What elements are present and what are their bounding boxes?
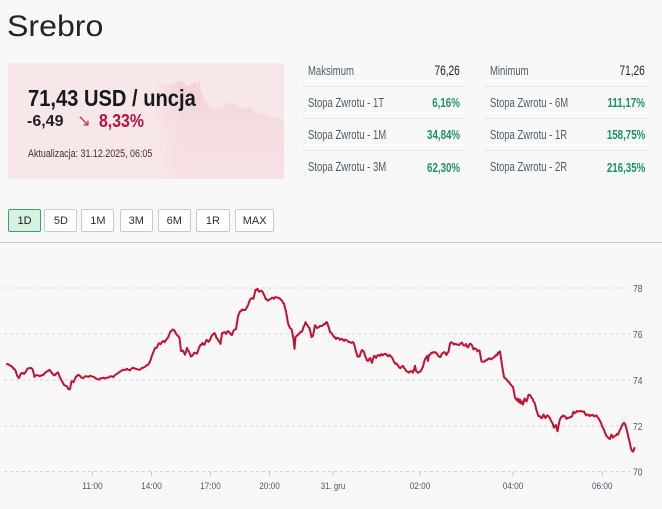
svg-text:14:00: 14:00 bbox=[141, 481, 162, 492]
svg-text:20:00: 20:00 bbox=[259, 481, 280, 492]
svg-text:02:00: 02:00 bbox=[410, 481, 431, 492]
svg-text:06:00: 06:00 bbox=[592, 481, 613, 492]
svg-text:74: 74 bbox=[633, 375, 643, 387]
svg-text:31. gru: 31. gru bbox=[321, 481, 346, 492]
svg-text:76: 76 bbox=[633, 329, 643, 341]
svg-text:72: 72 bbox=[633, 421, 643, 433]
svg-text:17:00: 17:00 bbox=[200, 481, 221, 492]
svg-text:78: 78 bbox=[633, 283, 643, 295]
svg-text:11:00: 11:00 bbox=[82, 481, 103, 492]
svg-text:04:00: 04:00 bbox=[503, 481, 524, 492]
svg-text:70: 70 bbox=[633, 467, 643, 479]
